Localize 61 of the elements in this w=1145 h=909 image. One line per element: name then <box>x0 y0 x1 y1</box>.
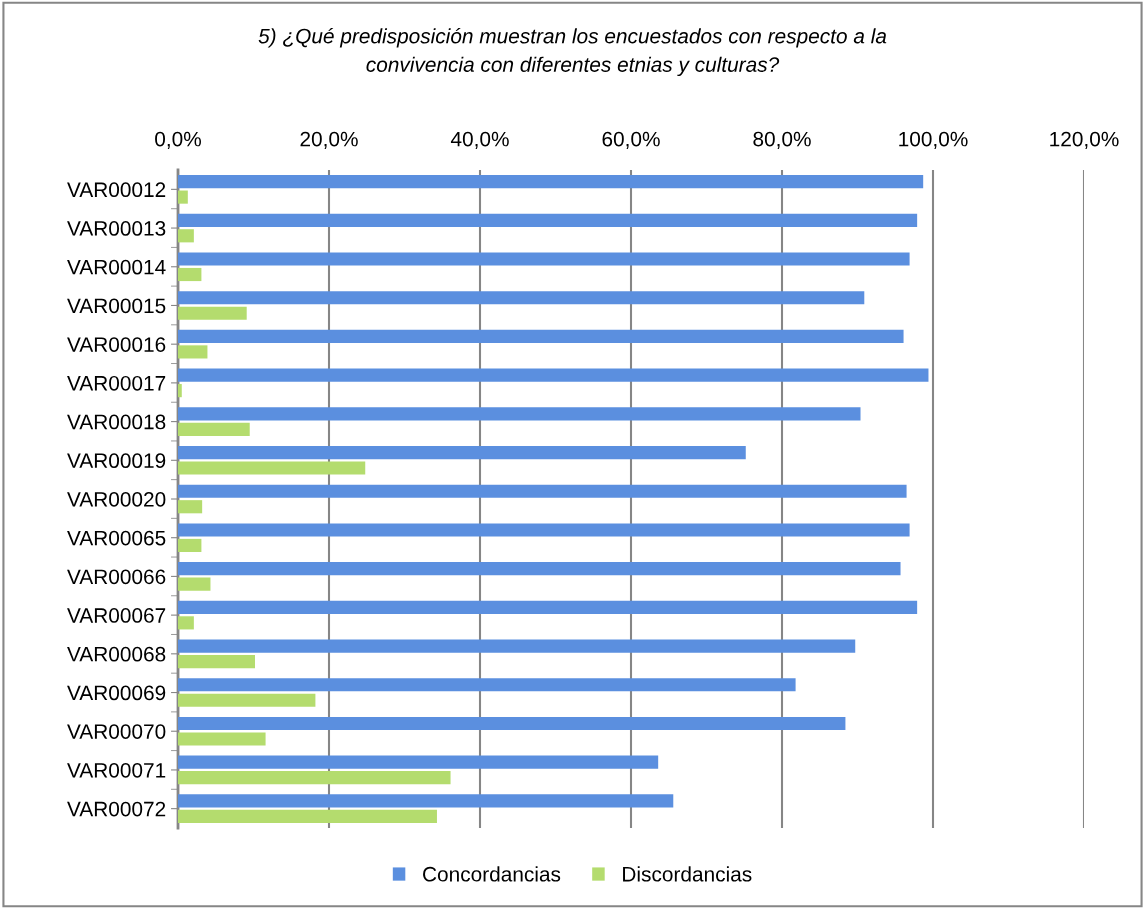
bar <box>178 484 907 498</box>
chart-title: 5) ¿Qué predisposición muestran los encuestados con respecto a la convivencia con diferentes etnias y culturas? <box>258 27 887 77</box>
x-tick-label: 40,0% <box>450 131 509 149</box>
bar <box>178 523 910 537</box>
bar <box>178 732 266 746</box>
y-tick-label: VAR00018 <box>67 414 166 430</box>
x-tick-label: 60,0% <box>602 131 660 149</box>
bar <box>178 229 194 243</box>
bar <box>178 654 256 669</box>
bar <box>178 500 203 514</box>
y-tick-label: VAR00066 <box>67 569 166 585</box>
bar <box>178 600 918 614</box>
bar <box>178 678 796 692</box>
bar <box>178 422 250 436</box>
bar <box>178 639 856 653</box>
y-tick-label: VAR00015 <box>67 298 166 314</box>
bar <box>178 809 437 823</box>
bar <box>178 213 918 227</box>
bar <box>178 368 929 382</box>
y-tick-label: VAR00017 <box>67 375 166 391</box>
bar <box>178 329 904 344</box>
y-tick-label: VAR00020 <box>67 492 166 507</box>
y-tick-label: VAR00072 <box>67 801 166 817</box>
y-tick-label: VAR00067 <box>67 608 166 623</box>
x-tick-label: 100,0% <box>899 131 968 149</box>
bar <box>178 407 861 421</box>
x-tick-label: 80,0% <box>753 131 811 149</box>
bar <box>178 345 208 359</box>
bar <box>178 461 366 475</box>
bar <box>178 616 194 630</box>
bar <box>178 291 865 305</box>
y-tick-label: VAR00014 <box>67 259 166 275</box>
bar <box>178 771 451 785</box>
bar <box>178 445 746 460</box>
bar <box>178 306 247 320</box>
y-tick-label: VAR00069 <box>67 685 166 701</box>
y-tick-label: VAR00070 <box>67 724 166 739</box>
y-tick-label: VAR00071 <box>67 762 166 778</box>
bar <box>178 384 182 398</box>
legend-label: Discordancias <box>623 866 752 882</box>
bar <box>178 538 202 553</box>
bar <box>178 716 846 731</box>
y-tick-label: VAR00012 <box>67 182 166 198</box>
bar <box>178 267 202 282</box>
y-tick-label: VAR00013 <box>67 221 166 236</box>
x-tick-label: 20,0% <box>300 131 358 149</box>
y-tick-label: VAR00016 <box>67 337 166 352</box>
bar <box>178 190 188 204</box>
y-tick-label: VAR00068 <box>67 646 166 662</box>
bar <box>178 693 316 707</box>
bar <box>178 252 910 266</box>
bar <box>178 175 924 189</box>
bar <box>178 794 674 808</box>
y-tick-label: VAR00019 <box>67 453 166 469</box>
bar <box>178 755 659 769</box>
y-tick-label: VAR00065 <box>67 530 166 546</box>
x-tick-label: 120,0% <box>1050 131 1119 149</box>
bar <box>178 577 211 591</box>
bar <box>178 562 901 576</box>
x-tick-label: 0,0% <box>155 131 201 149</box>
legend-label: Concordancias <box>423 866 561 882</box>
